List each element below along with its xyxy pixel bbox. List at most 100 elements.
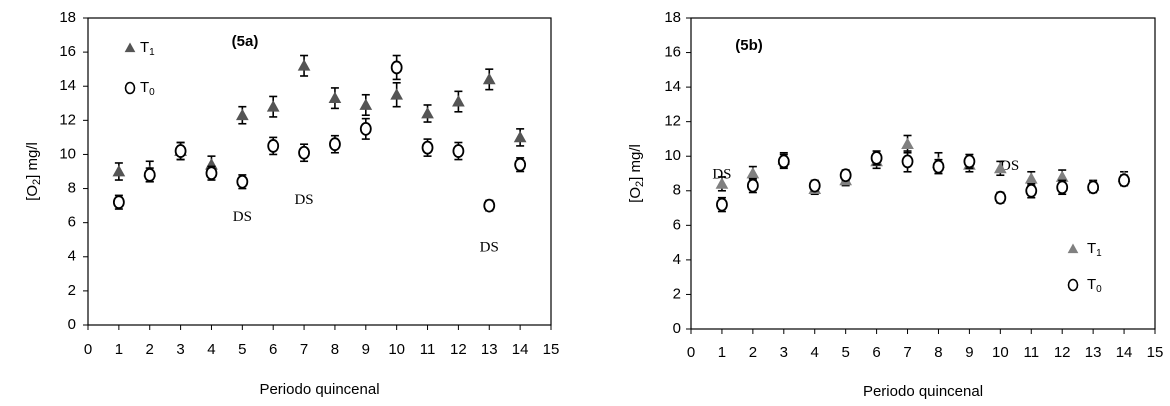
annotation-ds: DS <box>712 167 731 183</box>
panel-label: (5b) <box>735 37 763 54</box>
y-axis-title: [O2] mg/l <box>24 142 43 201</box>
legend-marker-T0 <box>1067 278 1079 292</box>
data-point-T1 <box>328 91 342 104</box>
x-tick-label: 13 <box>481 341 498 358</box>
x-tick-label: 0 <box>687 344 695 361</box>
y-tick-label: 12 <box>59 111 76 128</box>
y-tick-label: 16 <box>664 44 681 61</box>
x-tick-label: 7 <box>903 344 911 361</box>
y-tick-label: 8 <box>68 180 76 197</box>
data-point-T1 <box>993 161 1007 174</box>
data-point-T0 <box>421 140 434 155</box>
data-point-T0 <box>143 168 156 182</box>
data-point-T0 <box>1087 180 1100 195</box>
data-point-T1 <box>482 72 496 85</box>
y-axis-title: [O2] mg/l <box>627 144 646 203</box>
data-point-T0 <box>963 154 976 169</box>
y-tick-label: 16 <box>59 43 76 60</box>
y-tick-label: 14 <box>59 77 76 94</box>
data-point-T0 <box>359 121 372 136</box>
data-point-T0 <box>994 190 1007 205</box>
x-tick-label: 8 <box>331 341 339 358</box>
x-tick-label: 1 <box>718 344 726 361</box>
y-tick-label: 10 <box>664 147 681 164</box>
x-tick-label: 7 <box>300 341 308 358</box>
y-tick-label: 14 <box>664 78 681 95</box>
data-point-T0 <box>112 195 125 210</box>
x-tick-label: 6 <box>269 341 277 358</box>
x-tick-label: 3 <box>780 344 788 361</box>
x-tick-label: 11 <box>1023 344 1039 361</box>
x-axis-title: Periodo quincenal <box>863 383 983 400</box>
legend: T1 T0 <box>1067 240 1102 295</box>
y-tick-label: 4 <box>68 248 76 265</box>
x-tick-label: 13 <box>1085 344 1102 361</box>
plot-frame <box>690 17 1156 330</box>
series-T1 <box>112 54 527 183</box>
legend-marker-T0 <box>124 81 136 95</box>
y-tick-label: 12 <box>664 113 681 130</box>
x-tick-label: 4 <box>811 344 819 361</box>
data-point-T1 <box>266 100 280 112</box>
x-tick-label: 11 <box>420 341 436 358</box>
data-point-T1 <box>390 88 404 100</box>
x-tick-label: 10 <box>388 341 405 358</box>
data-point-T0 <box>236 174 249 189</box>
data-point-T0 <box>746 178 759 193</box>
annotation-ds: DS <box>233 209 252 225</box>
annotation-ds: DS <box>480 240 499 256</box>
y-tick-label: 6 <box>673 216 681 233</box>
data-point-T0 <box>514 157 527 172</box>
data-point-T0 <box>390 60 403 75</box>
legend: T1 T0 <box>124 39 155 98</box>
panel-label: (5a) <box>232 33 259 50</box>
x-tick-label: 4 <box>207 341 215 358</box>
data-point-T1 <box>746 166 760 179</box>
x-tick-label: 15 <box>543 341 560 358</box>
legend-marker-T1 <box>124 42 136 53</box>
data-point-T0 <box>267 139 280 153</box>
x-tick-label: 14 <box>1116 344 1133 361</box>
x-tick-label: 14 <box>512 341 529 358</box>
y-tick-label: 6 <box>68 214 76 231</box>
x-tick-label: 6 <box>872 344 880 361</box>
plot-frame <box>87 17 552 326</box>
y-tick-label: 18 <box>59 9 76 26</box>
data-point-T1 <box>452 95 465 107</box>
legend-marker-T1 <box>1067 243 1079 254</box>
x-tick-label: 10 <box>992 344 1009 361</box>
y-tick-label: 2 <box>68 282 76 299</box>
data-point-T0 <box>901 154 914 169</box>
x-tick-label: 12 <box>450 341 467 358</box>
data-point-T1 <box>715 177 729 189</box>
data-point-T0 <box>174 144 187 158</box>
x-tick-label: 5 <box>238 341 246 358</box>
legend-label-T0: T0 <box>140 79 155 98</box>
series-T0 <box>112 54 527 213</box>
x-tick-label: 8 <box>934 344 942 361</box>
data-point-T0 <box>1025 183 1038 198</box>
data-point-T1 <box>359 98 373 110</box>
data-point-T0 <box>205 166 218 181</box>
data-point-T0 <box>452 144 465 158</box>
data-point-T1 <box>901 137 914 150</box>
x-tick-label: 1 <box>115 341 123 358</box>
y-tick-label: 4 <box>673 251 681 268</box>
x-tick-label: 9 <box>362 341 370 358</box>
y-tick-label: 18 <box>664 9 681 26</box>
x-tick-label: 5 <box>841 344 849 361</box>
x-tick-label: 9 <box>965 344 973 361</box>
annotation-ds: DS <box>294 192 313 208</box>
data-point-T0 <box>932 159 945 174</box>
data-point-T0 <box>716 197 728 212</box>
x-tick-label: 0 <box>84 341 92 358</box>
x-tick-label: 15 <box>1147 344 1164 361</box>
data-point-T1 <box>1024 172 1038 184</box>
data-point-T0 <box>839 168 852 183</box>
y-tick-label: 2 <box>673 285 681 302</box>
data-point-T0 <box>808 178 821 193</box>
data-point-T0 <box>1118 173 1130 188</box>
